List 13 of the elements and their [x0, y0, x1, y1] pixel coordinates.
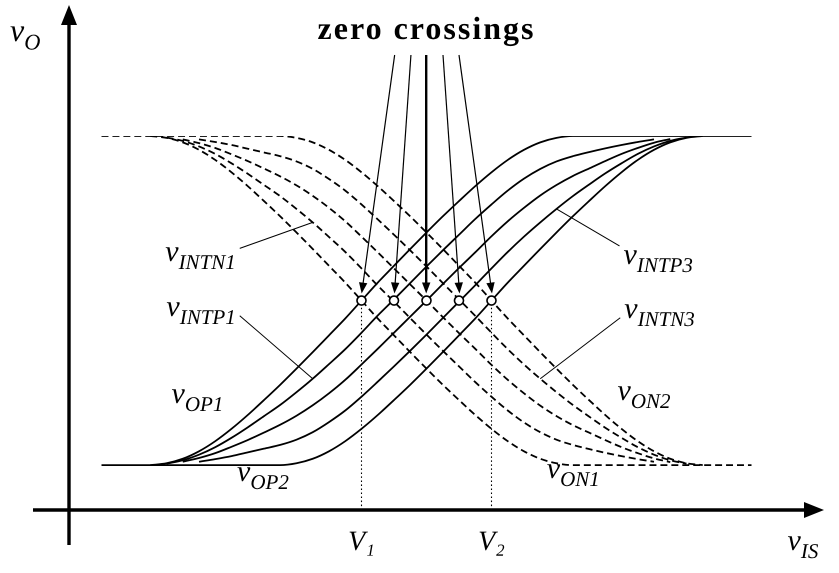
x-tick-label: V₂	[478, 526, 506, 558]
annotation: v$_{INTP1}$	[166, 290, 236, 329]
x-tick-label: V₁	[348, 526, 375, 558]
series-label: v$_{OP1}$	[172, 376, 224, 416]
text: zero crossings	[316, 10, 536, 46]
x-axis-title: v$_{IS}$	[788, 524, 818, 563]
series-label: v$_{OP2}$	[237, 455, 289, 494]
annotation: v$_{INTN1}$	[165, 235, 236, 274]
annotation: v$_{INTP3}$	[624, 238, 693, 277]
y-axis-title: v$_{O}$	[10, 12, 40, 54]
annotation: v$_{INTN3}$	[624, 292, 695, 331]
series-label: v$_{ON1}$	[546, 452, 600, 492]
series-label: v$_{ON2}$	[618, 374, 671, 413]
